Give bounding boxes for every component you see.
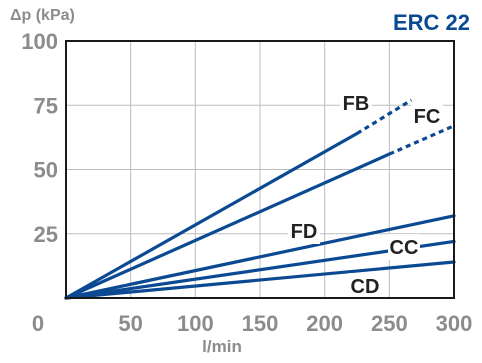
series-label-fb: FB bbox=[343, 93, 370, 115]
grid bbox=[66, 41, 454, 298]
series-line-fc-extrapolated bbox=[388, 124, 455, 156]
series-label-bg-fc bbox=[411, 103, 443, 129]
x-tick-label: 250 bbox=[371, 311, 408, 336]
y-tick-label: 75 bbox=[34, 93, 58, 118]
series-label-bg-fb bbox=[340, 90, 372, 116]
x-tick-label: 200 bbox=[306, 311, 343, 336]
plot-frame bbox=[65, 40, 455, 299]
x-tick-label: 50 bbox=[118, 311, 142, 336]
y-tick-label: 100 bbox=[21, 29, 58, 54]
series-line-cd bbox=[64, 260, 456, 300]
series-line-fb-extrapolated bbox=[356, 98, 413, 135]
x-tick-label: 100 bbox=[177, 311, 214, 336]
series-line-fd bbox=[64, 214, 456, 300]
tick-labels: 0 50 100 150 200 250 300 25 50 75 100 bbox=[21, 29, 472, 336]
series-labels: FB FC FD CC CD bbox=[288, 90, 443, 299]
x-tick-label: 150 bbox=[242, 311, 279, 336]
x-axis-label: l/min bbox=[202, 337, 242, 356]
series-label-cd: CD bbox=[351, 276, 380, 298]
series-label-cc: CC bbox=[390, 237, 419, 259]
series-label-fc: FC bbox=[414, 106, 441, 128]
chart-title: ERC 22 bbox=[393, 10, 470, 35]
series-label-fd: FD bbox=[291, 221, 318, 243]
y-tick-label: 50 bbox=[34, 158, 58, 183]
series-label-bg-fd bbox=[288, 218, 320, 244]
x-tick-label: 300 bbox=[436, 311, 473, 336]
y-tick-label: 25 bbox=[34, 222, 58, 247]
x-tick-label: 0 bbox=[32, 311, 44, 336]
series-label-bg-cc bbox=[388, 234, 420, 260]
y-axis-label: Δp (kPa) bbox=[10, 7, 75, 24]
series-line-fc bbox=[64, 152, 391, 300]
series-label-bg-cd bbox=[349, 273, 381, 299]
series-line-fb bbox=[64, 131, 359, 300]
